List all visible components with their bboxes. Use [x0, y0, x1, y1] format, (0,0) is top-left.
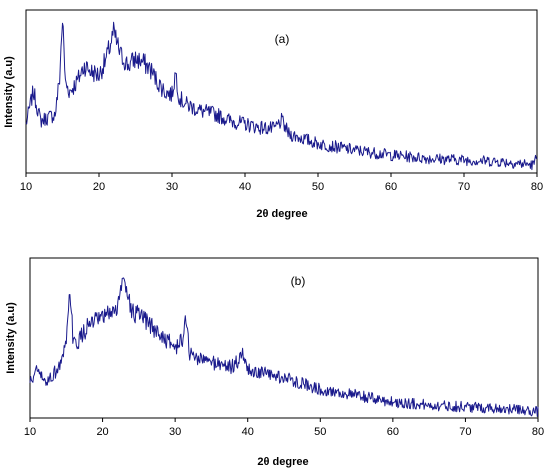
x-tick-label-a: 30 [166, 181, 178, 193]
y-axis-label-a: Intensity (a.u) [3, 56, 15, 128]
x-tick-label-a: 70 [458, 181, 470, 193]
x-tick-label-a: 50 [312, 181, 324, 193]
panel-label-a: (a) [275, 32, 290, 46]
x-axis-label-b: 2θ degree [257, 456, 308, 468]
plot-frame-a [25, 9, 538, 174]
chart-panel-a: (a) 2θ degree Intensity (a.u) 10 20 30 40 50… [3, 9, 543, 220]
x-tick-label-b: 10 [24, 426, 36, 438]
x-tick-label-a: 10 [20, 181, 32, 193]
x-tick-label-b: 50 [314, 426, 326, 438]
x-tick-label-b: 80 [532, 426, 544, 438]
x-tick-label-b: 60 [387, 426, 399, 438]
series-layer-a [25, 21, 538, 171]
x-tick-label-a: 40 [239, 181, 251, 193]
x-tick-label-b: 30 [169, 426, 181, 438]
series-layer-b [29, 277, 539, 417]
x-ticks-a: 10 20 30 40 50 60 70 80 [20, 173, 543, 193]
xrd-pattern-line-a [25, 21, 538, 171]
chart-panel-b: (b) 2θ degree Intensity (a.u) 10 20 30 40 50… [5, 257, 544, 468]
x-tick-label-b: 20 [96, 426, 108, 438]
x-tick-label-a: 60 [385, 181, 397, 193]
x-ticks-b: 10 20 30 40 50 60 70 80 [24, 418, 544, 438]
xrd-pattern-line-b [29, 277, 539, 417]
x-tick-label-b: 70 [459, 426, 471, 438]
plot-frame-b [29, 257, 539, 419]
x-axis-label-a: 2θ degree [256, 208, 307, 220]
y-axis-label-b: Intensity (a.u) [5, 302, 17, 374]
x-tick-label-a: 20 [93, 181, 105, 193]
x-tick-label-b: 40 [242, 426, 254, 438]
x-tick-label-a: 80 [531, 181, 543, 193]
panel-label-b: (b) [291, 274, 306, 288]
